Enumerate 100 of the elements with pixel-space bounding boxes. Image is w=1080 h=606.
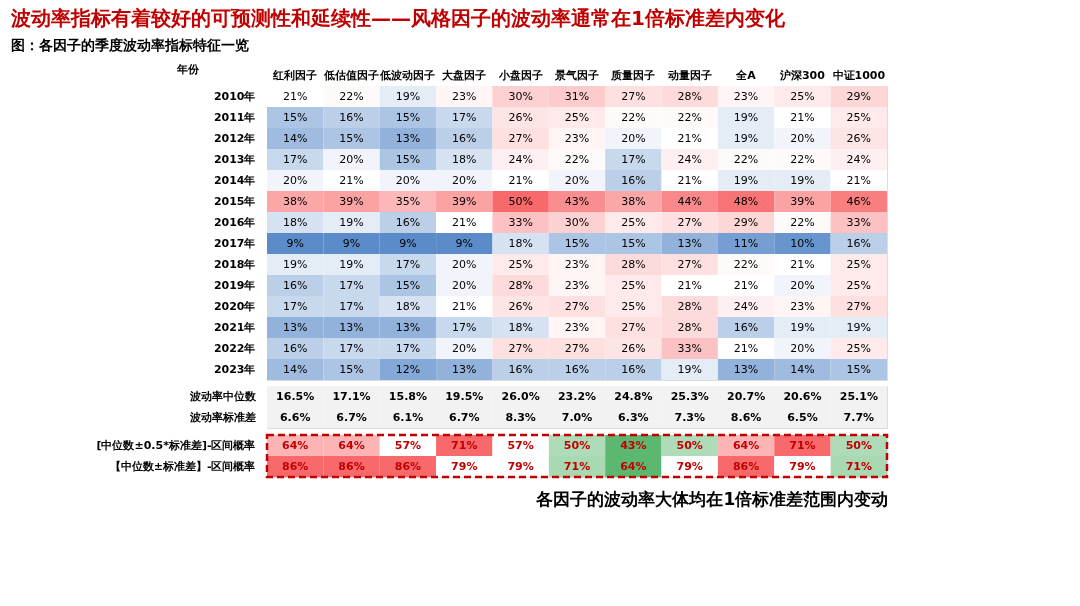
data-label: 20% [790, 131, 815, 145]
data-label: 20% [452, 278, 477, 292]
data-label: 28% [677, 320, 702, 334]
data-label: 39% [339, 194, 364, 208]
data-label: 27% [677, 257, 702, 271]
data-label: 24% [677, 152, 702, 166]
data-label: 13% [733, 362, 759, 376]
data-label: 14% [282, 131, 308, 145]
data-label: 26% [508, 299, 533, 313]
data-label: 28% [621, 257, 646, 271]
data-label: 28% [677, 89, 702, 103]
data-label: 64% [338, 438, 365, 452]
data-label: 22% [733, 257, 759, 271]
data-label: 9% [342, 236, 361, 250]
data-label: 24% [846, 152, 872, 166]
data-label: 27% [621, 89, 646, 103]
data-label: 57% [507, 438, 534, 452]
data-label: 79% [451, 459, 478, 473]
data-label: 23% [790, 299, 815, 313]
data-label: 79% [507, 459, 534, 473]
data-label: 21% [790, 257, 815, 271]
data-label: 20% [452, 341, 477, 355]
data-label: 15% [395, 278, 421, 292]
data-label: 8.3% [505, 410, 536, 424]
data-label: 21% [677, 173, 702, 187]
data-label: 27% [846, 299, 872, 313]
data-label: 21% [677, 278, 702, 292]
data-label: 6.1% [392, 410, 424, 424]
data-label: 29% [846, 89, 872, 103]
data-label: 46% [846, 194, 872, 208]
data-label: 7.3% [674, 410, 705, 424]
data-label: 22% [621, 110, 646, 124]
data-label: 19% [339, 215, 364, 229]
data-label: 15% [339, 131, 364, 145]
data-label: 27% [508, 341, 533, 355]
data-label: 15.8% [388, 389, 427, 403]
data-label: 71% [845, 459, 872, 473]
data-label: 26% [508, 110, 533, 124]
data-label: 22% [733, 152, 759, 166]
data-label: 25.1% [839, 389, 878, 403]
data-label: 25% [508, 257, 533, 271]
data-label: 19.5% [445, 389, 484, 403]
data-label: 26% [621, 341, 646, 355]
data-label: 33% [677, 341, 702, 355]
data-label: 50% [563, 438, 591, 452]
data-label: 20% [621, 131, 646, 145]
x-tick-label: 低估值因子 [323, 68, 380, 82]
data-label: 33% [846, 215, 872, 229]
data-label: 86% [338, 459, 365, 473]
data-label: 20% [452, 257, 477, 271]
data-label: 22% [790, 215, 815, 229]
data-label: 13% [339, 320, 364, 334]
data-label: 9% [286, 236, 304, 250]
data-label: 11% [733, 236, 759, 250]
data-label: 16% [508, 362, 533, 376]
data-label: 20% [452, 173, 477, 187]
data-label: 18% [452, 152, 477, 166]
data-label: 16% [452, 131, 477, 145]
data-label: 19% [846, 320, 872, 334]
data-label: 79% [676, 459, 703, 473]
y-tick-label: 【中位数±标准差】-区间概率 [109, 459, 256, 473]
data-label: 17% [282, 152, 308, 166]
data-label: 15% [339, 362, 364, 376]
data-label: 16% [282, 341, 308, 355]
y-tick-label: 波动率中位数 [188, 389, 257, 403]
data-label: 19% [395, 89, 421, 103]
data-label: 26.0% [501, 389, 540, 403]
data-label: 16% [282, 278, 308, 292]
data-label: 23% [564, 278, 590, 292]
data-label: 21% [790, 110, 815, 124]
data-label: 29% [733, 215, 759, 229]
data-label: 30% [508, 89, 533, 103]
data-label: 25% [621, 278, 646, 292]
data-label: 18% [508, 236, 533, 250]
data-label: 18% [395, 299, 421, 313]
data-label: 26% [846, 131, 872, 145]
data-label: 15% [395, 152, 421, 166]
data-label: 71% [789, 438, 816, 452]
text: 各因子的波动率大体均在1倍标准差范围内变动 [535, 489, 889, 510]
x-tick-label: 大盘因子 [442, 68, 487, 82]
data-label: 24% [733, 299, 759, 313]
data-label: 38% [621, 194, 646, 208]
data-label: 33% [508, 215, 533, 229]
data-label: 17% [282, 299, 308, 313]
data-label: 71% [451, 438, 478, 452]
data-label: 25% [621, 299, 646, 313]
data-label: 6.3% [618, 410, 649, 424]
y-tick-label: [中位数±0.5*标准差]-区间概率 [96, 438, 256, 452]
data-label: 21% [733, 341, 759, 355]
data-label: 39% [452, 194, 477, 208]
data-label: 20.7% [727, 389, 766, 403]
data-label: 17% [339, 278, 364, 292]
data-label: 23% [564, 131, 590, 145]
y-tick-label: 2023年 [213, 362, 256, 376]
data-label: 13% [395, 131, 421, 145]
data-label: 50% [845, 438, 872, 452]
data-label: 9% [399, 236, 417, 250]
y-tick-label: 2013年 [213, 152, 256, 166]
y-axis-title: 年份 [175, 62, 200, 76]
data-label: 48% [733, 194, 759, 208]
